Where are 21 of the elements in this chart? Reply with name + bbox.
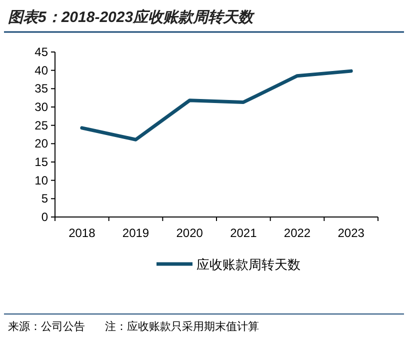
y-tick-label: 45 [34,45,48,59]
y-tick-label: 10 [34,173,48,188]
x-tick-label: 2022 [284,226,311,240]
x-tick-label: 2023 [338,226,365,240]
text: 注：应收账款只采用期末值计算 [105,320,259,333]
source-note: 来源：公司公告 [8,320,85,333]
x-tick-label: 2019 [122,226,150,240]
title: 图表5：2018-2023应收账款周转天数 [8,9,254,26]
y-tick-label: 15 [34,155,48,169]
y-tick-label: 20 [34,136,48,151]
x-tick-label: 2018 [68,226,96,240]
x-tick-label: 2021 [230,226,258,240]
y-tick-label: 30 [34,100,48,114]
y-tick-label: 25 [34,118,48,132]
y-tick-label: 35 [34,82,48,96]
y-tick-label: 40 [34,63,48,78]
legend-label: 应收账款周转天数 [196,257,300,272]
y-tick-label: 0 [41,210,48,224]
x-tick-label: 2020 [176,226,204,240]
y-tick-label: 5 [41,192,48,206]
legend: 应收账款周转天数 [156,257,300,272]
